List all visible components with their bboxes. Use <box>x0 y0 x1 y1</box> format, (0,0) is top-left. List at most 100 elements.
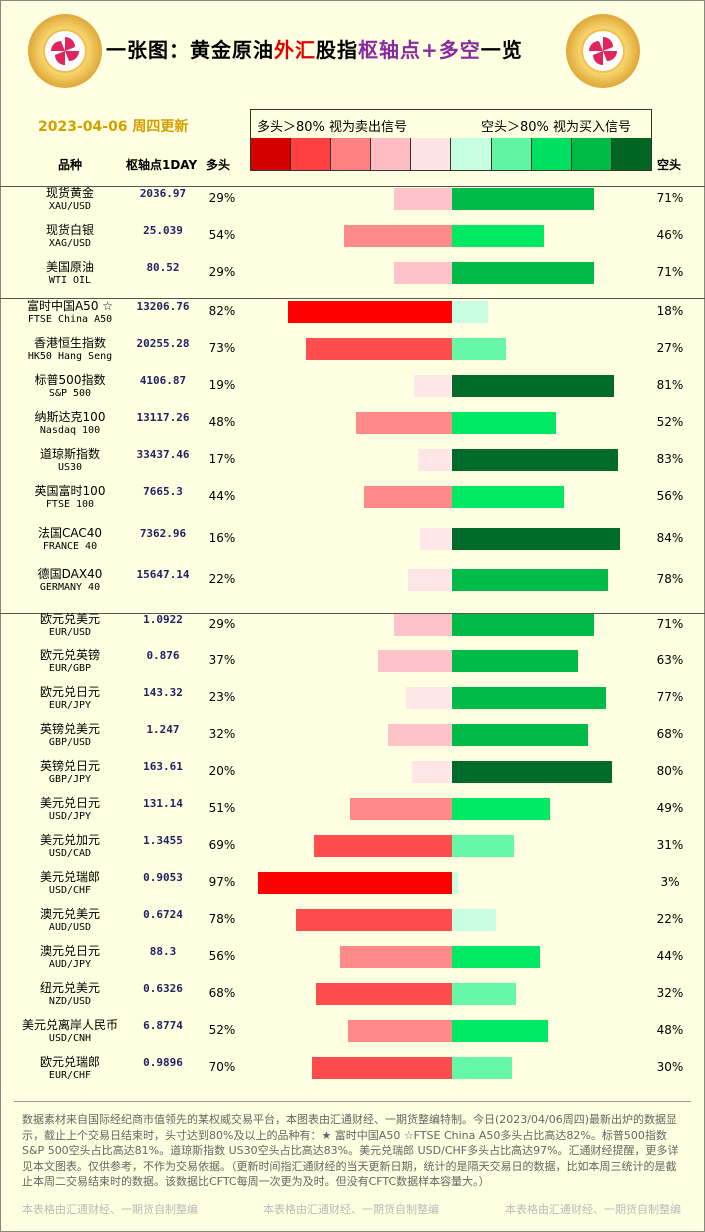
long-percent-label: 37% <box>208 653 236 667</box>
row-pivot: 20255.28 <box>136 337 190 350</box>
page-title: 一张图：黄金原油外汇股指枢轴点+多空一览 <box>106 38 523 62</box>
legend-swatch <box>451 138 492 170</box>
row-name: 美元兑加元 USD/CAD <box>10 833 130 860</box>
row-name-en: NZD/USD <box>48 996 92 1007</box>
row-name: 英镑兑美元 GBP/USD <box>10 722 130 749</box>
legend-swatch <box>491 138 532 170</box>
row-name: 香港恒生指数 HK50 Hang Seng <box>10 336 130 363</box>
logo-right <box>566 14 640 88</box>
row-name: 现货白银 XAG/USD <box>10 223 130 250</box>
short-percent-label: 31% <box>656 838 684 852</box>
legend-long-signal: 多头＞80% 视为卖出信号 <box>257 120 408 135</box>
long-bar <box>406 687 452 709</box>
short-percent-label: 30% <box>656 1060 684 1074</box>
long-bar <box>364 486 452 508</box>
short-percent-label: 22% <box>656 912 684 926</box>
row-name-cn: 欧元兑日元 <box>39 685 100 699</box>
legend: 多头＞80% 视为卖出信号 空头＞80% 视为买入信号 <box>250 109 652 171</box>
short-bar <box>452 724 588 746</box>
row-name-en: USD/CAD <box>48 848 92 859</box>
row-pivot: 0.9896 <box>143 1056 183 1069</box>
row-name-cn: 道琼斯指数 <box>39 447 100 461</box>
row-name-en: US30 <box>57 462 83 473</box>
short-percent-label: 71% <box>656 265 684 279</box>
long-bar <box>314 835 452 857</box>
header-pivot: 枢轴点1DAY <box>126 158 198 172</box>
long-percent-label: 23% <box>208 690 236 704</box>
row-pivot: 0.6724 <box>143 908 183 921</box>
short-percent-label: 84% <box>656 531 684 545</box>
short-percent-label: 68% <box>656 727 684 741</box>
group-divider <box>0 298 705 299</box>
short-percent-label: 63% <box>656 653 684 667</box>
short-bar <box>452 909 496 931</box>
row-name: 美元兑日元 USD/JPY <box>10 796 130 823</box>
long-percent-label: 73% <box>208 341 236 355</box>
pinwheel-icon <box>589 37 617 65</box>
short-percent-label: 71% <box>656 617 684 631</box>
row-name-cn: 德国DAX40 <box>37 567 103 581</box>
group-divider <box>0 613 705 614</box>
long-bar <box>394 262 452 284</box>
short-bar <box>452 687 606 709</box>
row-name-cn: 欧元兑瑞郎 <box>39 1055 100 1069</box>
row-name-cn: 美元兑离岸人民币 <box>21 1018 118 1032</box>
row-pivot: 6.8774 <box>143 1019 183 1032</box>
short-bar <box>452 614 594 636</box>
long-bar <box>388 724 452 746</box>
long-bar <box>306 338 452 360</box>
row-name-cn: 英镑兑美元 <box>39 722 100 736</box>
row-name-en: HK50 Hang Seng <box>27 351 113 362</box>
short-percent-label: 78% <box>656 572 684 586</box>
long-bar <box>394 188 452 210</box>
long-percent-label: 20% <box>208 764 236 778</box>
row-name: 美国原油 WTI OIL <box>10 260 130 287</box>
long-percent-label: 97% <box>208 875 236 889</box>
row-name-en: WTI OIL <box>48 275 92 286</box>
short-bar <box>452 412 556 434</box>
long-bar <box>414 375 452 397</box>
row-name: 富时中国A50 ☆ FTSE China A50 <box>10 299 130 326</box>
row-name-en: Nasdaq 100 <box>39 425 101 436</box>
row-name-cn: 香港恒生指数 <box>33 336 106 350</box>
short-bar <box>452 761 612 783</box>
legend-swatch <box>611 138 651 170</box>
logo-left <box>28 14 102 88</box>
row-name-en: USD/CNH <box>48 1033 92 1044</box>
short-bar <box>452 375 614 397</box>
row-pivot: 163.61 <box>143 760 183 773</box>
row-name-en: EUR/JPY <box>48 700 92 711</box>
row-pivot: 25.039 <box>143 224 183 237</box>
short-bar <box>452 872 458 894</box>
row-name: 道琼斯指数 US30 <box>10 447 130 474</box>
update-date: 2023-04-06 周四更新 <box>38 119 189 135</box>
long-bar <box>394 614 452 636</box>
row-name-cn: 英镑兑日元 <box>39 759 100 773</box>
long-bar <box>316 983 452 1005</box>
short-bar <box>452 338 506 360</box>
long-percent-label: 32% <box>208 727 236 741</box>
row-name: 纽元兑美元 NZD/USD <box>10 981 130 1008</box>
watermark: 本表格由汇通财经、一期货自制整编 <box>22 1203 198 1216</box>
long-bar <box>350 798 452 820</box>
short-percent-label: 3% <box>660 875 680 889</box>
short-percent-label: 80% <box>656 764 684 778</box>
row-pivot: 0.876 <box>146 649 180 662</box>
row-name: 英国富时100 FTSE 100 <box>10 484 130 511</box>
row-pivot: 0.9053 <box>143 871 183 884</box>
long-percent-label: 19% <box>208 378 236 392</box>
short-percent-label: 71% <box>656 191 684 205</box>
row-pivot: 80.52 <box>146 261 180 274</box>
long-bar <box>378 650 452 672</box>
short-bar <box>452 1020 548 1042</box>
header-name: 品种 <box>58 158 83 172</box>
legend-swatch <box>251 138 292 170</box>
watermark: 本表格由汇通财经、一期货自制整编 <box>505 1203 681 1216</box>
long-percent-label: 52% <box>208 1023 236 1037</box>
long-percent-label: 54% <box>208 228 236 242</box>
row-name-en: AUD/USD <box>48 922 92 933</box>
short-percent-label: 81% <box>656 378 684 392</box>
long-percent-label: 22% <box>208 572 236 586</box>
row-name: 澳元兑美元 AUD/USD <box>10 907 130 934</box>
legend-swatch <box>291 138 332 170</box>
